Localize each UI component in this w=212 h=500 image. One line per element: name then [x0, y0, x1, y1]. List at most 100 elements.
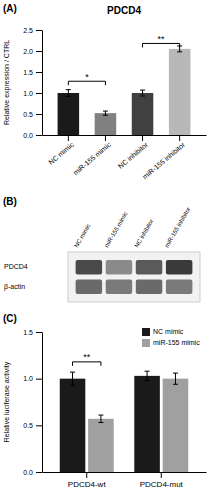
bar [169, 49, 191, 135]
y-axis: 0.00.51.01.52.02.5 [23, 27, 42, 139]
x-tick: NC mimic [47, 135, 75, 166]
blot-band [76, 279, 102, 294]
y-tick-mark [36, 51, 42, 52]
y-tick: 1.0 [23, 375, 42, 382]
y-tick: 1.5 [23, 329, 42, 336]
y-tick-mark [36, 425, 42, 426]
significance-bracket [143, 43, 180, 47]
error-bar-stem [100, 415, 101, 422]
error-bar-cap [177, 51, 182, 52]
panel-label: (A) [3, 3, 17, 14]
error-bar-stem [68, 90, 69, 97]
error-bar-cap [98, 415, 103, 416]
y-tick-label: 0.5 [23, 111, 33, 118]
y-tick-mark [36, 472, 42, 473]
x-axis: NC mimicmiR-155 mimicNC inhibitormiR-155… [43, 135, 207, 180]
column-label: NC inhibitor [133, 218, 154, 248]
significance-bracket [73, 362, 101, 366]
y-axis-label: Relative luciferase activity [3, 361, 11, 442]
x-tick-mark [161, 472, 162, 478]
legend-label: miR-155 mimic [153, 339, 200, 346]
row-label: β-actin [4, 283, 25, 291]
y-axis-line [42, 333, 43, 473]
x-axis-line [43, 135, 207, 136]
x-tick-mark [68, 135, 69, 141]
series [88, 373, 188, 472]
legend-label: NC mimic [153, 328, 184, 335]
x-axis: PDCD4-wtPDCD4-mut [43, 472, 207, 489]
error-bar [66, 90, 71, 97]
significance-label: ** [158, 34, 166, 44]
y-tick-label: 2.0 [23, 48, 33, 55]
y-tick-label: 0.0 [23, 469, 33, 476]
y-tick: 1.0 [23, 90, 42, 97]
error-bar [70, 372, 75, 385]
row-label: PDCD4 [4, 263, 28, 270]
panel-b: (B)NC mimicmiR-155 mimicNC inhibitormiR-… [3, 196, 200, 302]
bar [58, 93, 80, 135]
x-tick-label: NC inhibitor [117, 140, 150, 169]
y-tick-label: 1.5 [23, 329, 33, 336]
legend-swatch [142, 339, 150, 347]
x-tick-label: PDCD4-wt [68, 480, 107, 489]
x-tick-mark [105, 135, 106, 141]
x-tick: PDCD4-wt [68, 472, 107, 489]
error-bar-stem [72, 372, 73, 385]
y-tick: 0.0 [23, 132, 42, 139]
figure: (A)PDCD40.00.51.01.52.02.5NC mimicmiR-15… [0, 0, 212, 500]
error-bar-stem [105, 111, 106, 115]
legend: NC mimic miR-155 mimic [142, 328, 200, 347]
error-bar-cap [103, 115, 108, 116]
y-tick-mark [36, 332, 42, 333]
bar [134, 376, 160, 472]
plot-area [60, 371, 189, 472]
bar [95, 113, 117, 135]
blot-band [136, 260, 162, 275]
error-bar-cap [103, 111, 108, 112]
x-tick: miR-155 inhibitor [141, 135, 187, 180]
y-tick-label: 2.5 [23, 27, 33, 34]
y-tick: 0.5 [23, 422, 42, 429]
error-bar-cap [66, 96, 71, 97]
x-tick: NC inhibitor [117, 135, 150, 170]
annotations: *** [68, 34, 179, 85]
bar [88, 419, 114, 472]
bar [60, 379, 86, 472]
y-tick-mark [36, 135, 42, 136]
y-tick-mark [36, 72, 42, 73]
legend-item: NC mimic [142, 328, 184, 336]
blot-band [166, 279, 192, 294]
error-bar-cap [145, 380, 150, 381]
x-tick-label: miR-155 inhibitor [141, 140, 187, 180]
x-tick-mark [86, 472, 87, 478]
title: PDCD4 [107, 5, 141, 16]
blot-band [106, 260, 132, 275]
error-bar [98, 415, 103, 422]
x-tick-mark [179, 135, 180, 141]
error-bar-cap [70, 385, 75, 386]
error-bar-cap [140, 95, 145, 96]
x-tick-label: NC mimic [47, 140, 75, 165]
significance-label: ** [83, 352, 91, 362]
y-tick: 2.0 [23, 48, 42, 55]
error-bar-cap [70, 372, 75, 373]
y-tick-label: 0.0 [23, 132, 33, 139]
panel-label: (B) [3, 196, 17, 207]
column-label: miR-155 mimic [103, 211, 128, 249]
blot-band [166, 260, 192, 275]
significance-label: * [85, 72, 89, 82]
column-label: NC mimic [73, 223, 91, 249]
error-bar-cap [140, 90, 145, 91]
y-tick-mark [36, 114, 42, 115]
error-bar-cap [98, 422, 103, 423]
y-tick: 0.0 [23, 469, 42, 476]
y-axis: 0.0 0.5 1.0 1.5 [23, 329, 42, 476]
panel-label: (C) [3, 313, 17, 324]
bar [132, 93, 154, 135]
error-bar [145, 371, 150, 380]
panel-a: (A)PDCD40.00.51.01.52.02.5NC mimicmiR-15… [3, 3, 207, 180]
y-tick-label: 1.0 [23, 90, 33, 97]
error-bar-cap [173, 384, 178, 385]
error-bar-stem [175, 373, 176, 384]
y-axis-label: Relative expression / CTRL [3, 40, 11, 125]
